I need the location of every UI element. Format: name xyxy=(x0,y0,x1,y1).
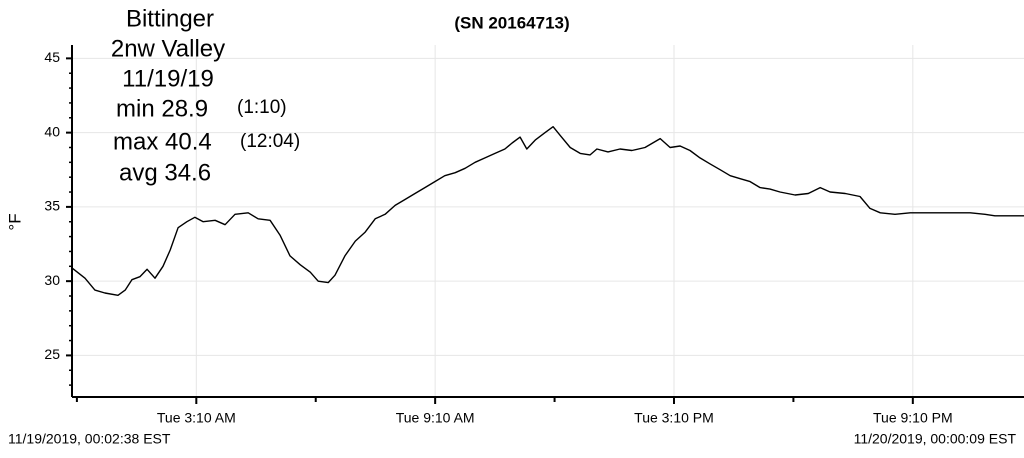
min-text: min 28.9 xyxy=(116,95,208,122)
y-tick-label: 40 xyxy=(44,123,60,139)
y-tick-label: 30 xyxy=(44,272,60,288)
y-axis-label: °F xyxy=(5,213,24,230)
temperature-line xyxy=(71,126,1024,296)
x-tick-label: Tue 9:10 AM xyxy=(396,410,475,426)
avg-text: avg 34.6 xyxy=(119,159,211,186)
x-tick-label: Tue 3:10 PM xyxy=(634,410,714,426)
x-tick-label: Tue 3:10 AM xyxy=(157,410,236,426)
date: 11/19/19 xyxy=(122,65,214,92)
location: 2nw Valley xyxy=(111,35,225,62)
min-time: (1:10) xyxy=(237,97,287,118)
max-time: (12:04) xyxy=(240,131,300,152)
y-tick-label: 25 xyxy=(44,346,60,362)
x-tick-label: Tue 9:10 PM xyxy=(873,410,953,426)
y-tick-label: 45 xyxy=(44,49,60,65)
start-time: 11/19/2019, 00:02:38 EST xyxy=(8,431,171,447)
max-text: max 40.4 xyxy=(113,128,212,155)
station-name: Bittinger xyxy=(126,5,214,32)
end-time: 11/20/2019, 00:00:09 EST xyxy=(854,431,1017,447)
chart-title: (SN 20164713) xyxy=(454,13,569,32)
plot-area: 25 30 35 40 45 Tue 3:10 AM Tue 9:10 AM Tue 3:10… xyxy=(44,45,1024,426)
y-tick-label: 35 xyxy=(44,198,60,214)
